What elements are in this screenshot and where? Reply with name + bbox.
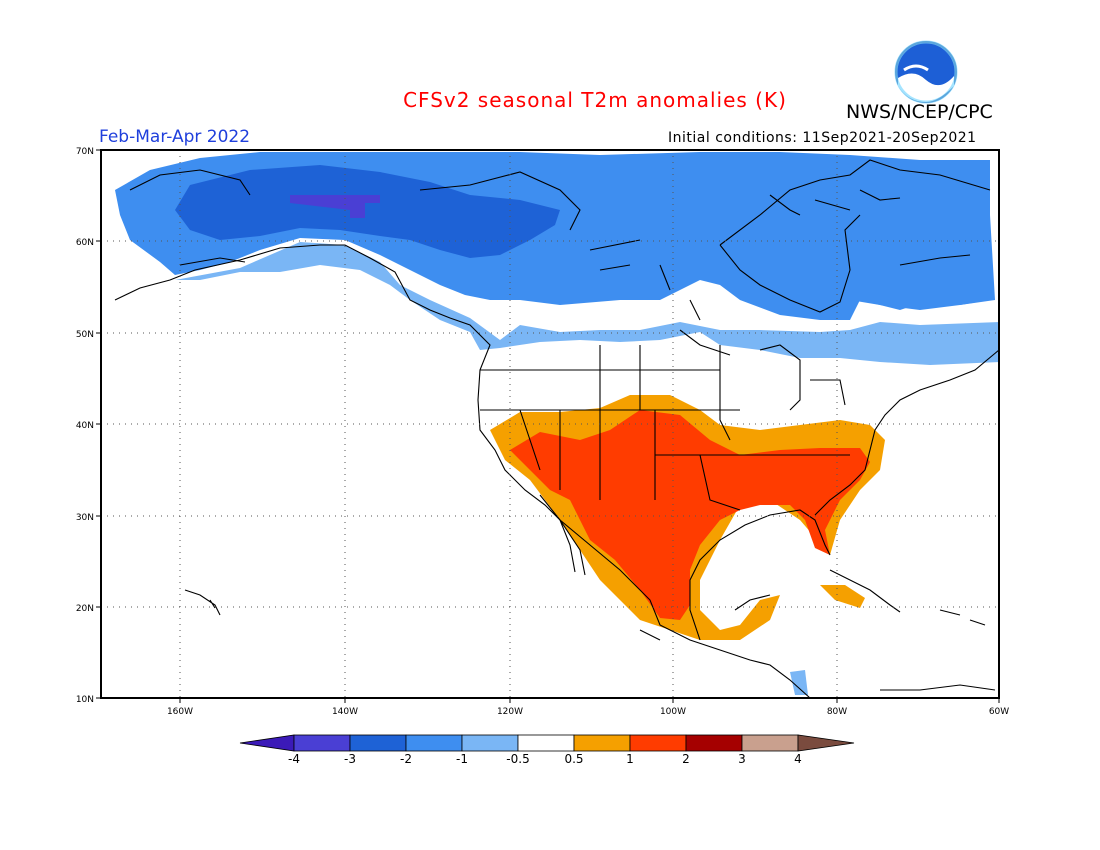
latitude-labels: 70N 60N 50N 40N 30N 20N 10N [76, 147, 101, 705]
coastline-segment [719, 159, 991, 246]
coastline-segment [519, 409, 741, 511]
coastline-segment [129, 169, 251, 266]
colorbar-label: 1 [626, 752, 634, 766]
latitude-label: 40N [76, 421, 94, 431]
coastline-segment [769, 194, 971, 266]
colorbar-swatch [517, 734, 575, 752]
colorbar-label: -3 [344, 752, 356, 766]
anomaly-field [115, 152, 1000, 695]
coastline-segment [184, 589, 221, 616]
longitude-label: 140W [332, 707, 358, 717]
colorbar-label: 4 [794, 752, 802, 766]
coastline-segment [114, 244, 586, 576]
colorbar-label: -2 [400, 752, 412, 766]
anomaly-region-cold-east [850, 210, 995, 310]
anomaly-region-central-america [790, 670, 808, 695]
colorbar-swatch [573, 734, 631, 752]
colorbar-swatch [405, 734, 463, 752]
initial-conditions: Initial conditions: 11Sep2021-20Sep2021 [668, 130, 977, 146]
latitude-label: 30N [76, 513, 94, 523]
coastline-segment [759, 344, 846, 411]
coastline-segment [419, 171, 581, 231]
latitude-label: 20N [76, 604, 94, 614]
coastline-segment [719, 214, 861, 313]
colorbar-swatch [349, 734, 407, 752]
agency-label: NWS/NCEP/CPC [846, 101, 993, 123]
colorbar [239, 734, 855, 752]
longitude-label: 60W [989, 707, 1009, 717]
colorbar-label: -0.5 [506, 752, 530, 766]
anomaly-region-cuba [820, 585, 865, 608]
longitude-label: 80W [827, 707, 847, 717]
colorbar-label: -1 [456, 752, 468, 766]
coastline-segment [589, 239, 731, 356]
coastline-segment [639, 594, 771, 641]
latitude-label: 70N [76, 147, 94, 157]
colorbar-swatch [741, 734, 799, 752]
forecast-period: Feb-Mar-Apr 2022 [99, 127, 251, 147]
latitude-label: 60N [76, 238, 94, 248]
colorbar-swatch [629, 734, 687, 752]
colorbar-swatch [461, 734, 519, 752]
coastlines [114, 159, 1000, 699]
colorbar-label: 0.5 [564, 752, 584, 766]
longitude-label: 160W [167, 707, 193, 717]
anomaly-region-moderate-cold [175, 165, 560, 258]
colorbar-swatch [685, 734, 743, 752]
colorbar-label: 3 [738, 752, 746, 766]
longitude-label: 100W [660, 707, 686, 717]
coastline-segment [689, 509, 831, 641]
coastline-segment [539, 494, 811, 699]
graticule [101, 150, 999, 698]
noaa-logo [894, 40, 958, 104]
colorbar-low-triangle [239, 734, 295, 752]
coastline-segment [880, 609, 996, 691]
longitude-labels: 160W 140W 120W 100W 80W 60W [167, 698, 1009, 717]
colorbar-high-triangle [797, 734, 855, 752]
colorbar-swatch [293, 734, 351, 752]
map-title: CFSv2 seasonal T2m anomalies (K) [403, 88, 787, 112]
latitude-label: 10N [76, 695, 94, 705]
anomaly-region-weak-cold [175, 242, 1000, 365]
coastline-segment [480, 345, 850, 500]
coastline-segment [814, 349, 1000, 516]
anomaly-region-strong-cold [290, 195, 380, 218]
colorbar-label: 2 [682, 752, 690, 766]
latitude-label: 50N [76, 330, 94, 340]
longitude-label: 120W [497, 707, 523, 717]
colorbar-label: -4 [288, 752, 300, 766]
